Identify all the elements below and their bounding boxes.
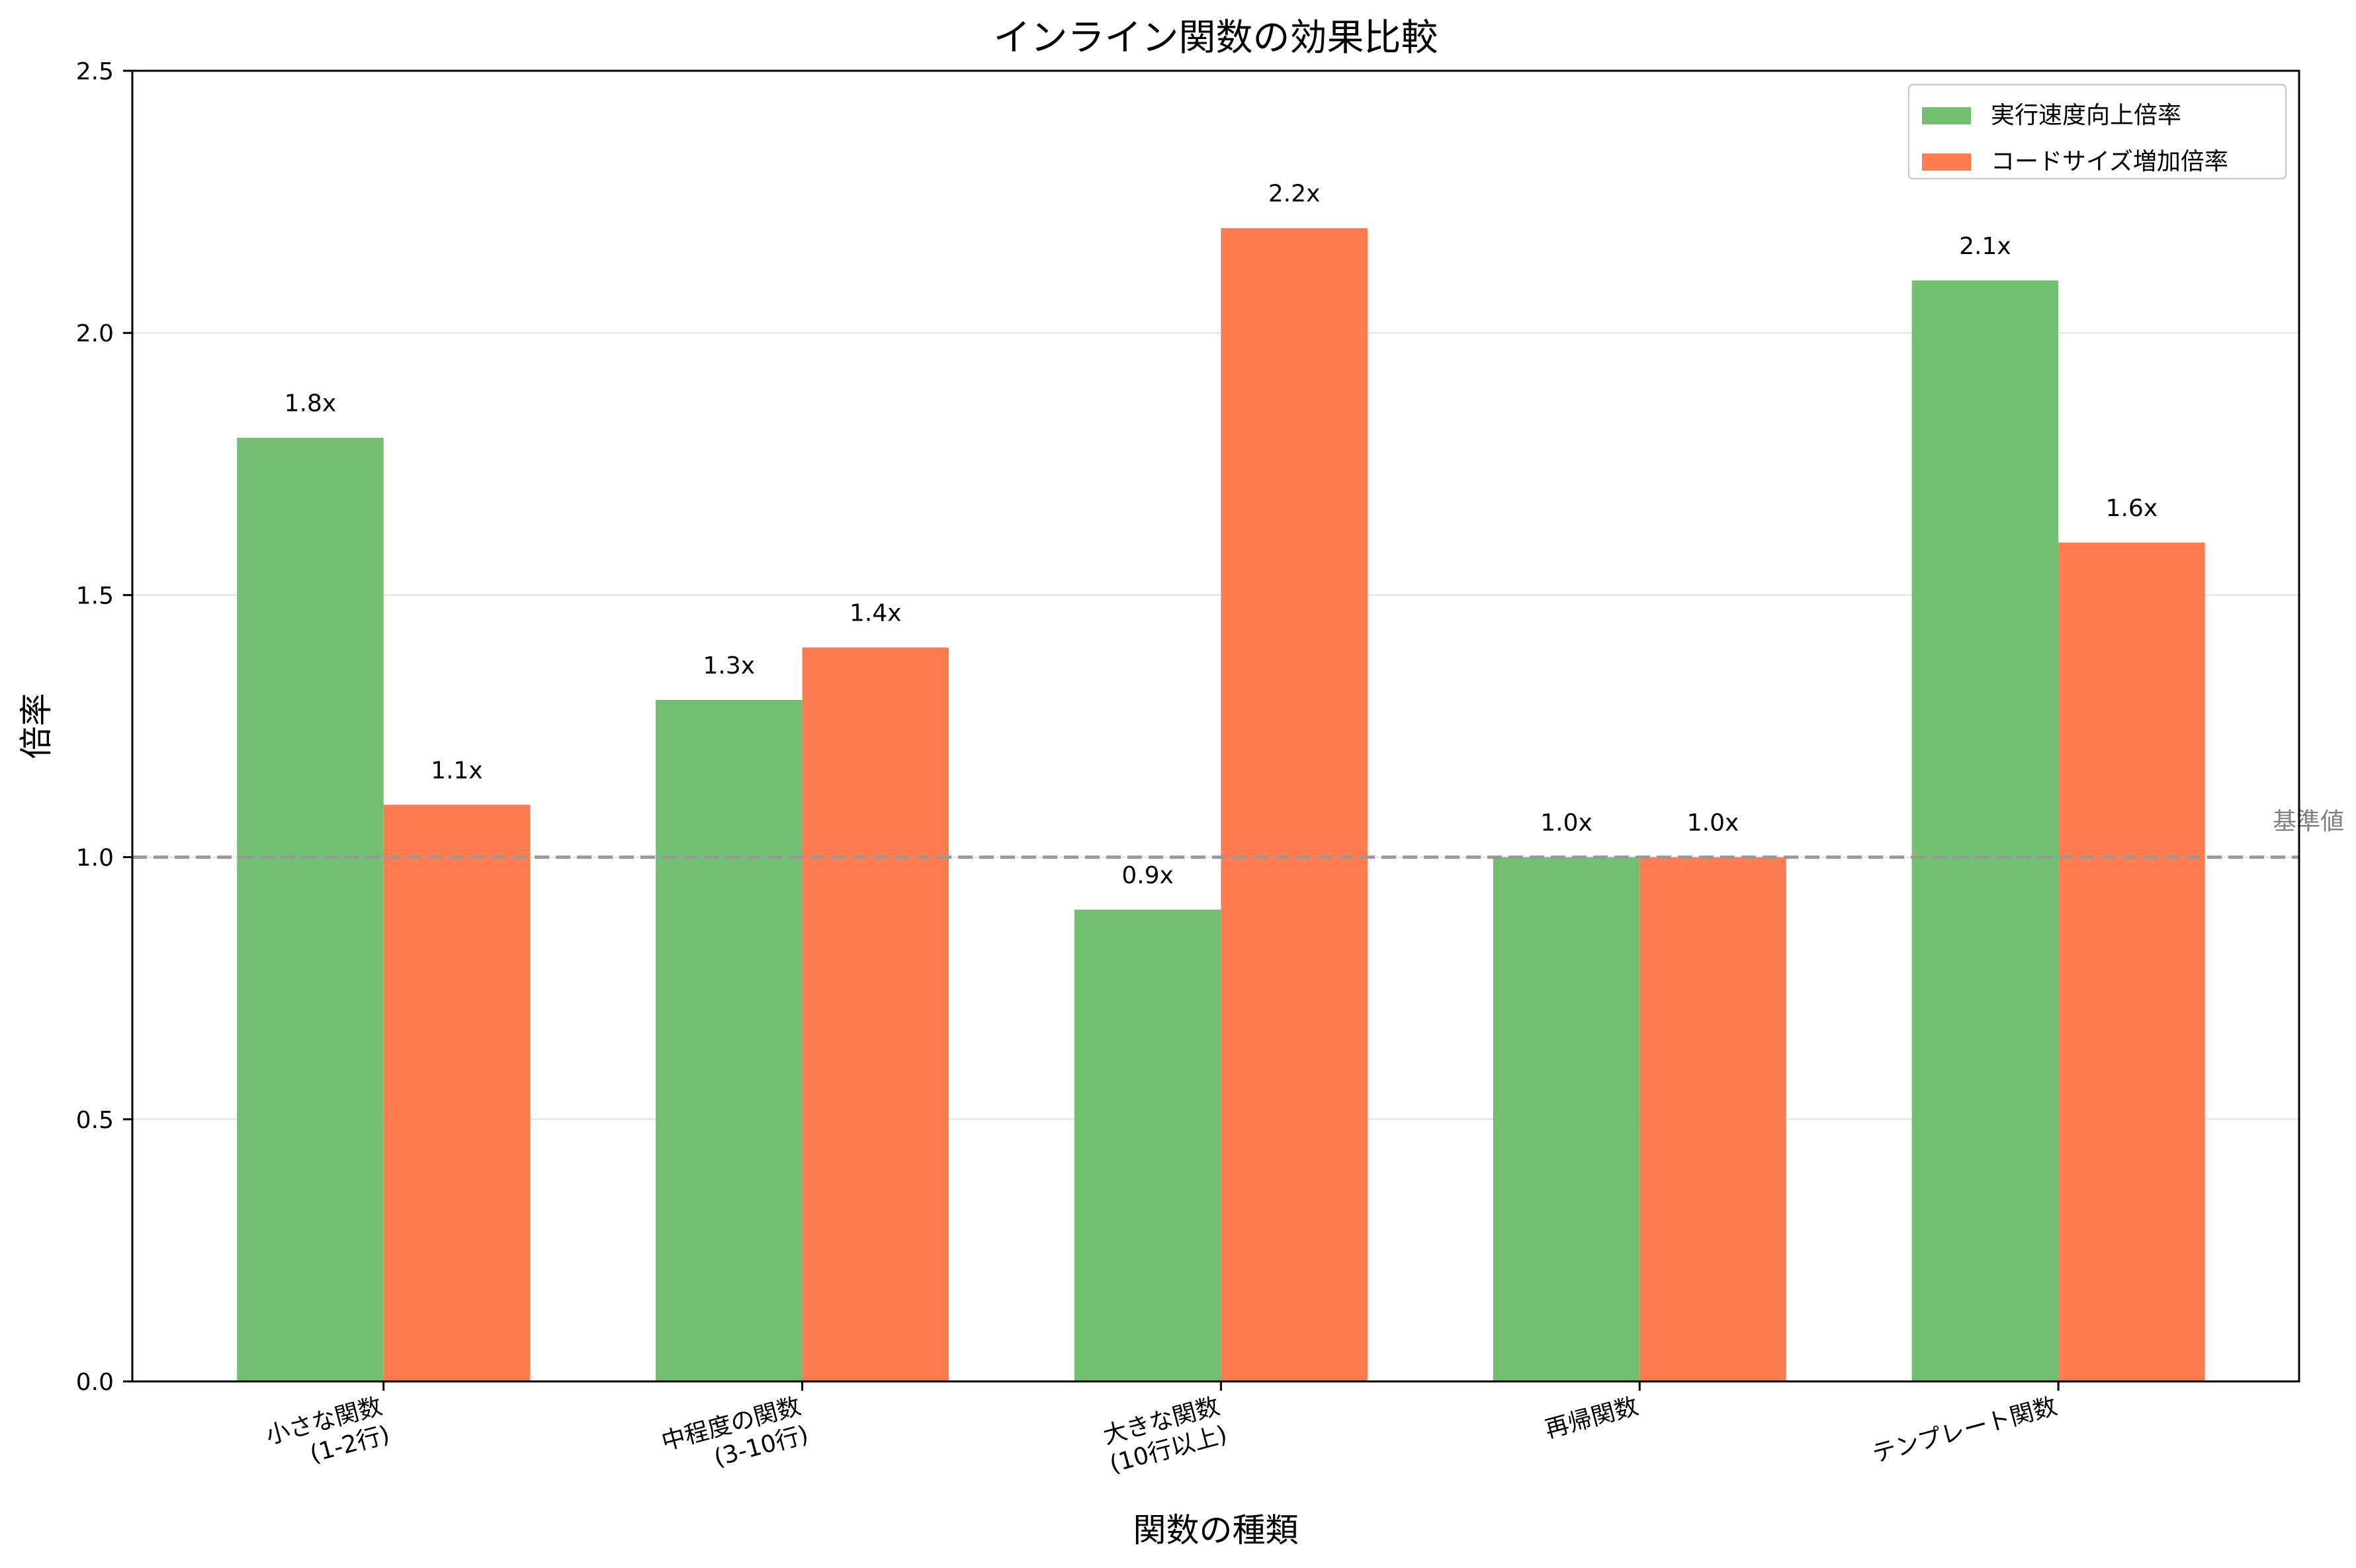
bar-speed [237, 437, 384, 1382]
bar-size [1639, 857, 1786, 1381]
reference-line-label: 基準値 [2273, 808, 2344, 836]
x-tick-label-group: 中程度の関数(3-10行) [659, 1393, 812, 1472]
y-tick-label: 1.5 [76, 582, 114, 609]
x-tick-label: 再帰関数 [1542, 1393, 1641, 1444]
x-tick-label: テンプレート関数 [1870, 1393, 2060, 1468]
plot-frame [131, 69, 2300, 1383]
bar-value-label: 1.6x [2106, 495, 2158, 522]
bar-value-label: 1.8x [284, 390, 337, 417]
bar-value-label: 1.1x [431, 757, 483, 784]
y-tick-label: 0.5 [76, 1107, 114, 1134]
x-tick-label-group: 小さな関数(1-2行) [263, 1393, 393, 1468]
legend-box [1907, 83, 2287, 180]
x-tick-label-group: 大きな関数(10行以上) [1100, 1393, 1230, 1478]
bar-speed [1493, 857, 1640, 1381]
legend-swatch [1922, 153, 1971, 171]
x-tick-label-group: 再帰関数 [1542, 1393, 1641, 1444]
y-tick-label: 1.0 [76, 845, 114, 872]
y-tick-label: 2.5 [76, 58, 114, 85]
legend-label: コードサイズ増加倍率 [1991, 148, 2228, 175]
bar-value-label: 1.4x [850, 600, 902, 627]
y-tick-label: 0.0 [76, 1369, 114, 1396]
bar-value-label: 2.1x [1959, 233, 2011, 260]
x-tick-label-group: テンプレート関数 [1870, 1393, 2060, 1468]
bar-speed [1074, 909, 1221, 1381]
legend-swatch [1922, 107, 1971, 124]
bar-value-label: 1.3x [703, 652, 756, 679]
bar-size [2058, 543, 2205, 1382]
bar-value-label: 1.0x [1540, 810, 1592, 837]
bar-size [383, 805, 531, 1381]
x-axis-title: 関数の種類 [1133, 1511, 1299, 1549]
bar-value-label: 1.0x [1687, 810, 1739, 837]
y-tick-label: 2.0 [76, 320, 114, 347]
bar-value-label: 2.2x [1268, 181, 1321, 208]
bar-size [1221, 228, 1368, 1382]
legend-label: 実行速度向上倍率 [1991, 102, 2181, 129]
bar-size [802, 647, 949, 1381]
bar-speed [1911, 280, 2059, 1382]
bar-value-label: 0.9x [1121, 862, 1174, 889]
bar-speed [656, 699, 803, 1381]
y-axis-title: 倍率 [17, 693, 56, 760]
chart-title: インライン関数の効果比較 [994, 17, 1438, 60]
